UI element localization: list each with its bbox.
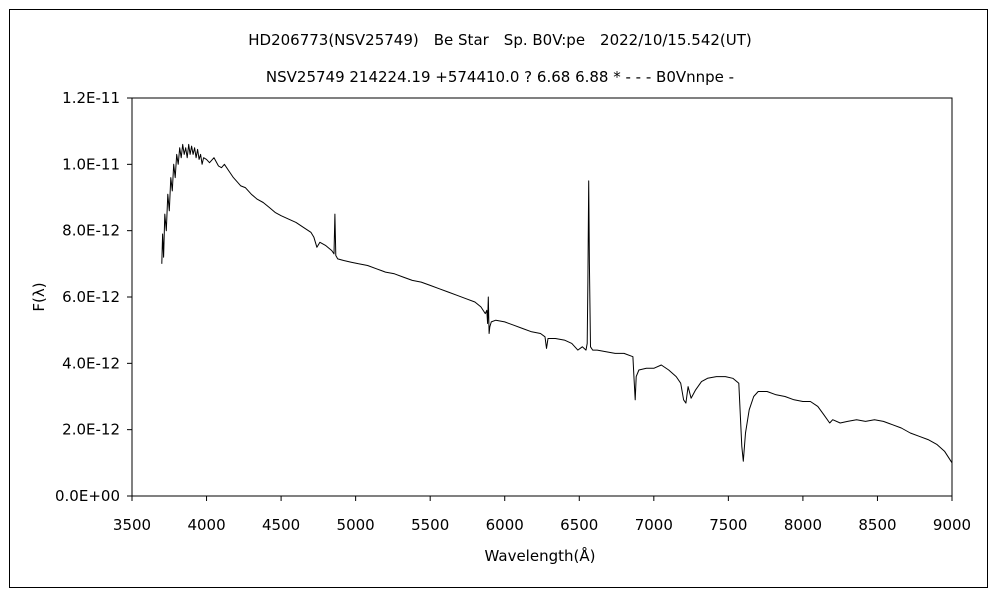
x-tick-label: 4000 [187,516,225,534]
x-tick-label: 7500 [709,516,747,534]
x-tick-label: 4500 [262,516,300,534]
y-tick-label: 1.0E-11 [62,155,120,173]
y-tick-label: 4.0E-12 [62,354,120,372]
chart-frame [9,9,988,588]
x-axis-label: Wavelength(Å) [485,546,596,565]
y-tick-label: 6.0E-12 [62,288,120,306]
y-tick-label: 0.0E+00 [55,487,120,505]
y-axis-label: F(λ) [30,282,48,311]
x-tick-label: 3500 [113,516,151,534]
x-tick-label: 6500 [560,516,598,534]
x-tick-label: 9000 [933,516,971,534]
x-tick-label: 5000 [337,516,375,534]
x-tick-label: 8500 [858,516,896,534]
series-layer [161,143,953,464]
chart-subtitle: NSV25749 214224.19 +574410.0 ? 6.68 6.88… [266,68,734,86]
x-tick-label: 6000 [486,516,524,534]
y-axis: 0.0E+00 2.0E-12 4.0E-12 6.0E-12 8.0E-12 1.0E-… [55,89,132,505]
y-tick-label: 1.2E-11 [62,89,120,107]
x-tick-label: 7000 [635,516,673,534]
x-tick-label: 8000 [784,516,822,534]
y-tick-label: 8.0E-12 [62,222,120,240]
x-tick-label: 5500 [411,516,449,534]
spectrum-line-0 [161,143,953,464]
x-axis: 3500 4000 4500 5000 5500 6000 6500 7000 7500 8000… [113,496,971,534]
chart-title: HD206773(NSV25749) Be Star Sp. B0V:pe 20… [248,31,752,49]
plot-area [131,97,953,497]
y-tick-label: 2.0E-12 [62,421,120,439]
